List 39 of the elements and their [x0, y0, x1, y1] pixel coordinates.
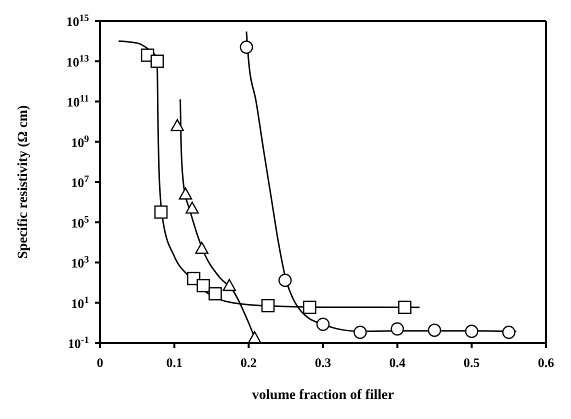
point	[354, 326, 367, 339]
y-tick-label: 10$^{7}$	[71, 174, 90, 190]
point	[398, 300, 412, 314]
point	[154, 205, 168, 219]
point	[170, 119, 184, 132]
x-tick-label: 0.5	[464, 355, 480, 370]
point	[186, 202, 199, 214]
y-tick-label: 10$^{5}$	[71, 214, 90, 230]
x-tick-label: 0.6	[538, 355, 555, 370]
point	[390, 322, 404, 336]
x-tick-label: 0.1	[166, 355, 182, 370]
x-tick-label: 0	[96, 355, 104, 370]
point	[428, 324, 442, 337]
y-tick-label: 10$^{11}$	[66, 93, 90, 110]
point	[261, 298, 275, 312]
point	[248, 331, 262, 343]
y-tick-label: 10$^{15}$	[66, 12, 90, 29]
x-tick-label: 0.2	[240, 355, 257, 370]
point	[178, 187, 192, 200]
point	[196, 278, 210, 292]
point	[502, 326, 516, 339]
y-axis-title: Specific resistivity (Ω cm)	[16, 104, 31, 259]
point	[465, 324, 478, 338]
point	[222, 278, 236, 292]
point	[316, 318, 330, 331]
x-axis-title: volume fraction of filler	[252, 388, 394, 403]
y-tick-label: 10$^{13}$	[66, 52, 90, 70]
y-tick-label: 10$^{1}$	[71, 294, 90, 311]
point	[302, 300, 316, 314]
y-tick-label: 10$^{3}$	[71, 254, 90, 270]
point	[195, 242, 208, 254]
point	[208, 287, 222, 300]
y-tick-label: 10$^{9}$	[71, 133, 90, 150]
point	[278, 274, 292, 287]
x-tick-label: 0.3	[314, 355, 332, 370]
x-tick-label: 0.4	[389, 355, 406, 370]
point	[240, 40, 254, 54]
y-tick-label: 10$^{-1}$	[68, 334, 90, 351]
point	[150, 54, 164, 68]
